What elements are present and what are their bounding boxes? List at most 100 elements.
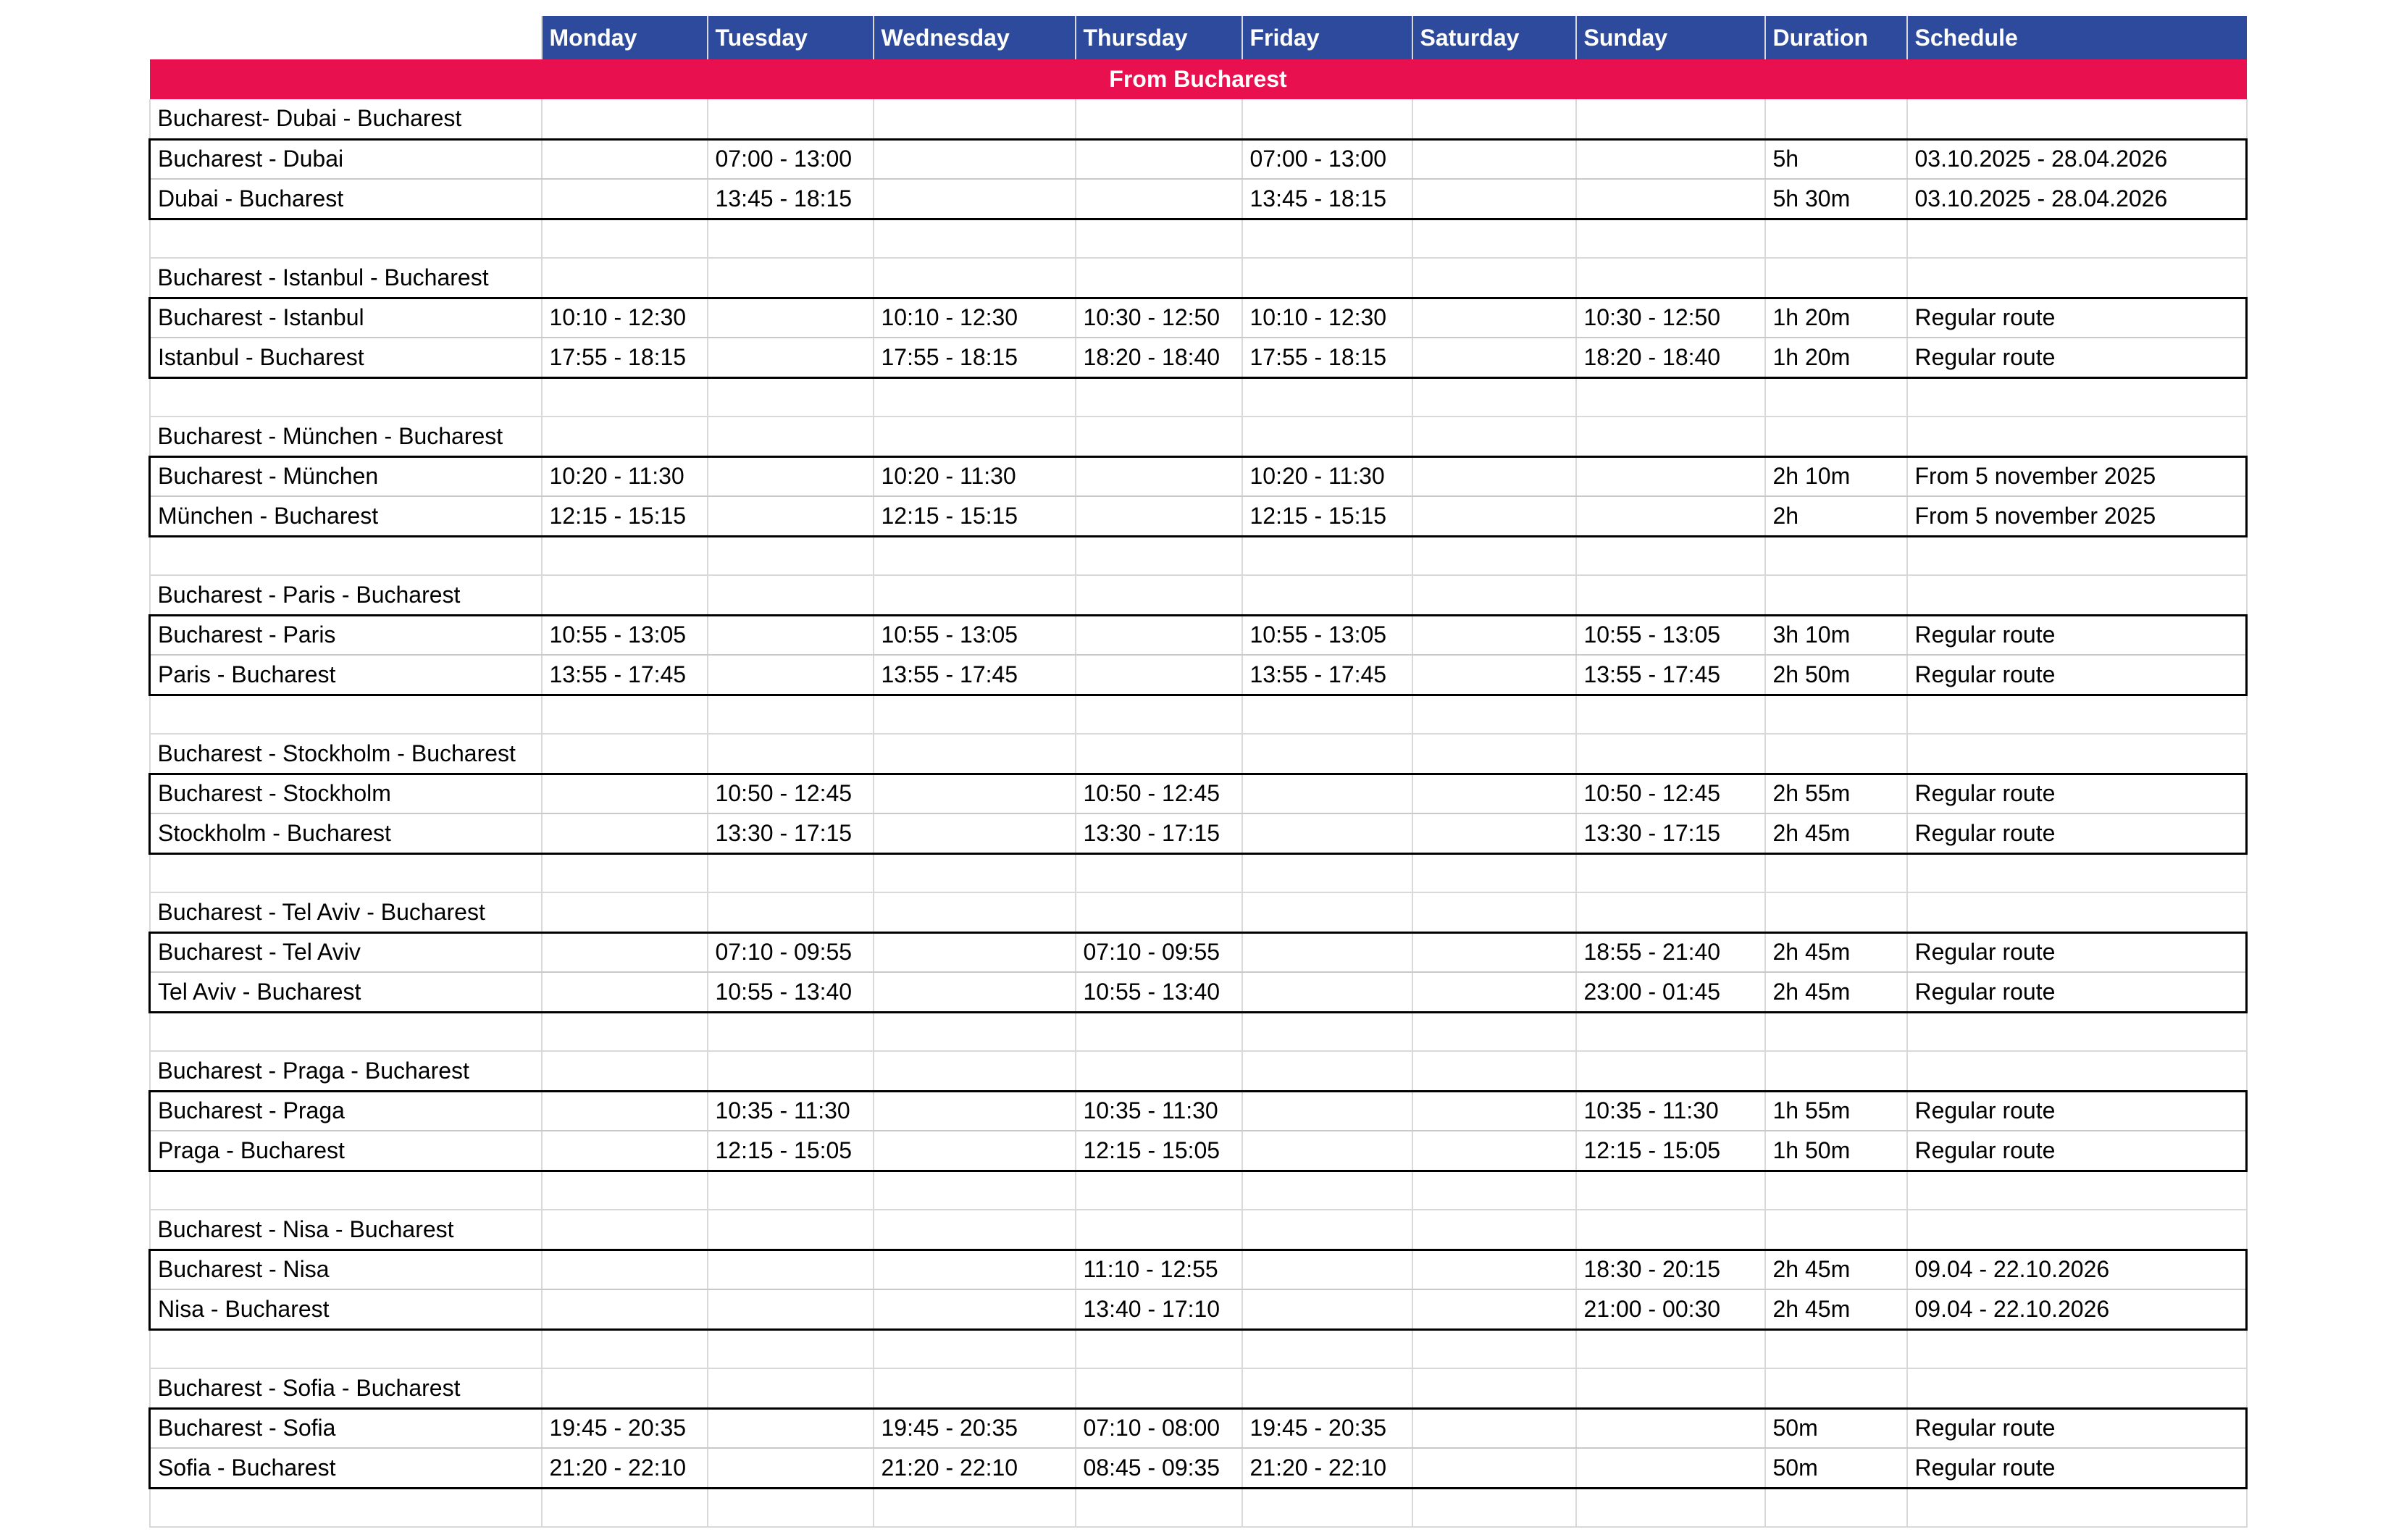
empty-grid-cell [707, 1012, 874, 1052]
table-row: Bucharest - Paris 10:55 - 13:05 10:55 - 13… [148, 614, 2248, 656]
route-cell: Bucharest - Sofia [148, 1407, 543, 1449]
section-label-row: Bucharest - Nisa - Bucharest [148, 1210, 2248, 1250]
empty-grid-cell [1412, 99, 1577, 140]
empty-grid-cell [873, 99, 1076, 140]
empty-grid-cell [541, 219, 708, 259]
day-time-cell [1075, 496, 1243, 537]
empty-grid-cell [1241, 695, 1413, 735]
day-time-cell: 10:10 - 12:30 [541, 296, 708, 338]
empty-grid-cell [707, 1329, 874, 1369]
column-header-monday: Monday [541, 16, 708, 59]
day-time-cell: 13:45 - 18:15 [707, 179, 874, 220]
schedule-cell: Regular route [1906, 655, 2248, 696]
empty-grid-cell [1575, 417, 1766, 457]
corner-cell [149, 16, 543, 59]
duration-cell: 2h 45m [1764, 813, 1908, 855]
empty-grid-cell [1412, 892, 1577, 933]
empty-grid-cell [1575, 377, 1766, 417]
day-time-cell [541, 1089, 708, 1131]
empty-grid-cell [1075, 417, 1243, 457]
empty-grid-cell [1764, 695, 1908, 735]
empty-grid-cell [1764, 219, 1908, 259]
table-row: Sofia - Bucharest 21:20 - 22:10 21:20 - 22… [148, 1448, 2248, 1489]
day-time-cell [873, 972, 1076, 1013]
day-time-cell [873, 1131, 1076, 1172]
table-row: Tel Aviv - Bucharest 10:55 - 13:40 10:55 -… [148, 972, 2248, 1013]
empty-grid-cell [707, 1171, 874, 1210]
empty-grid-cell [541, 1051, 708, 1092]
day-time-cell [1412, 496, 1577, 537]
day-time-cell [1575, 455, 1766, 497]
empty-grid-cell [1241, 99, 1413, 140]
schedule-cell: Regular route [1906, 296, 2248, 338]
day-time-cell [1241, 1089, 1413, 1131]
empty-grid-cell [1412, 853, 1577, 893]
day-time-cell [873, 1248, 1076, 1290]
table-row: München - Bucharest 12:15 - 15:15 12:15 - … [148, 496, 2248, 537]
schedule-cell: Regular route [1906, 813, 2248, 855]
schedule-cell: From 5 november 2025 [1906, 455, 2248, 497]
column-header-sunday: Sunday [1575, 16, 1766, 59]
duration-cell: 2h 45m [1764, 1289, 1908, 1331]
empty-grid-cell [1764, 575, 1908, 616]
day-time-cell [873, 1089, 1076, 1131]
day-time-cell [1241, 972, 1413, 1013]
day-time-cell [541, 772, 708, 814]
day-time-cell: 10:50 - 12:45 [707, 772, 874, 814]
empty-grid-cell [707, 1368, 874, 1409]
schedule-cell: Regular route [1906, 1131, 2248, 1172]
empty-grid-cell [707, 1051, 874, 1092]
empty-grid-cell [541, 1488, 708, 1528]
day-time-cell: 07:10 - 09:55 [1075, 931, 1243, 973]
empty-grid-cell [873, 695, 1076, 735]
day-time-cell [1575, 179, 1766, 220]
empty-grid-cell [1764, 536, 1908, 576]
day-time-cell [1241, 772, 1413, 814]
empty-grid-cell [541, 1012, 708, 1052]
empty-grid-cell [1241, 1210, 1413, 1250]
day-time-cell [1075, 138, 1243, 180]
schedule-cell: Regular route [1906, 972, 2248, 1013]
day-time-cell: 21:00 - 00:30 [1575, 1289, 1766, 1331]
route-cell: Bucharest - Paris [148, 614, 543, 656]
schedule-cell: From 5 november 2025 [1906, 496, 2248, 537]
day-time-cell [1241, 931, 1413, 973]
day-time-cell: 21:20 - 22:10 [873, 1448, 1076, 1489]
day-time-cell [707, 1248, 874, 1290]
day-time-cell [873, 772, 1076, 814]
column-header-duration: Duration [1764, 16, 1908, 59]
day-time-cell: 18:30 - 20:15 [1575, 1248, 1766, 1290]
route-cell: Bucharest - Stockholm [148, 772, 543, 814]
empty-grid-cell [1764, 1210, 1908, 1250]
duration-cell: 50m [1764, 1448, 1908, 1489]
day-time-cell: 12:15 - 15:15 [873, 496, 1076, 537]
day-time-cell: 07:00 - 13:00 [1241, 138, 1413, 180]
empty-grid-cell [1906, 536, 2248, 576]
section-label: Bucharest - München - Bucharest [148, 417, 543, 457]
day-time-cell [1075, 179, 1243, 220]
empty-grid-cell [873, 219, 1076, 259]
empty-grid-cell [1075, 1329, 1243, 1369]
day-time-cell: 10:55 - 13:05 [541, 614, 708, 656]
empty-grid-cell [1412, 1051, 1577, 1092]
table-row: Bucharest - Nisa 11:10 - 12:55 18:30 - 20:… [148, 1248, 2248, 1290]
day-time-cell [541, 931, 708, 973]
empty-grid-cell [873, 1488, 1076, 1528]
day-time-cell [707, 455, 874, 497]
empty-grid-cell [707, 853, 874, 893]
day-time-cell [1075, 455, 1243, 497]
empty-grid-cell [1241, 417, 1413, 457]
day-time-cell: 19:45 - 20:35 [1241, 1407, 1413, 1449]
empty-grid-cell [873, 575, 1076, 616]
empty-grid-cell [1412, 1210, 1577, 1250]
empty-grid-cell [1906, 695, 2248, 735]
empty-grid-cell [1906, 417, 2248, 457]
schedule-cell: 03.10.2025 - 28.04.2026 [1906, 179, 2248, 220]
empty-grid-cell [541, 853, 708, 893]
empty-grid-cell [1412, 1488, 1577, 1528]
day-time-cell [1412, 1407, 1577, 1449]
empty-grid-cell [541, 892, 708, 933]
empty-grid-cell [707, 258, 874, 298]
empty-grid-cell [873, 1012, 1076, 1052]
empty-grid-cell [1575, 219, 1766, 259]
